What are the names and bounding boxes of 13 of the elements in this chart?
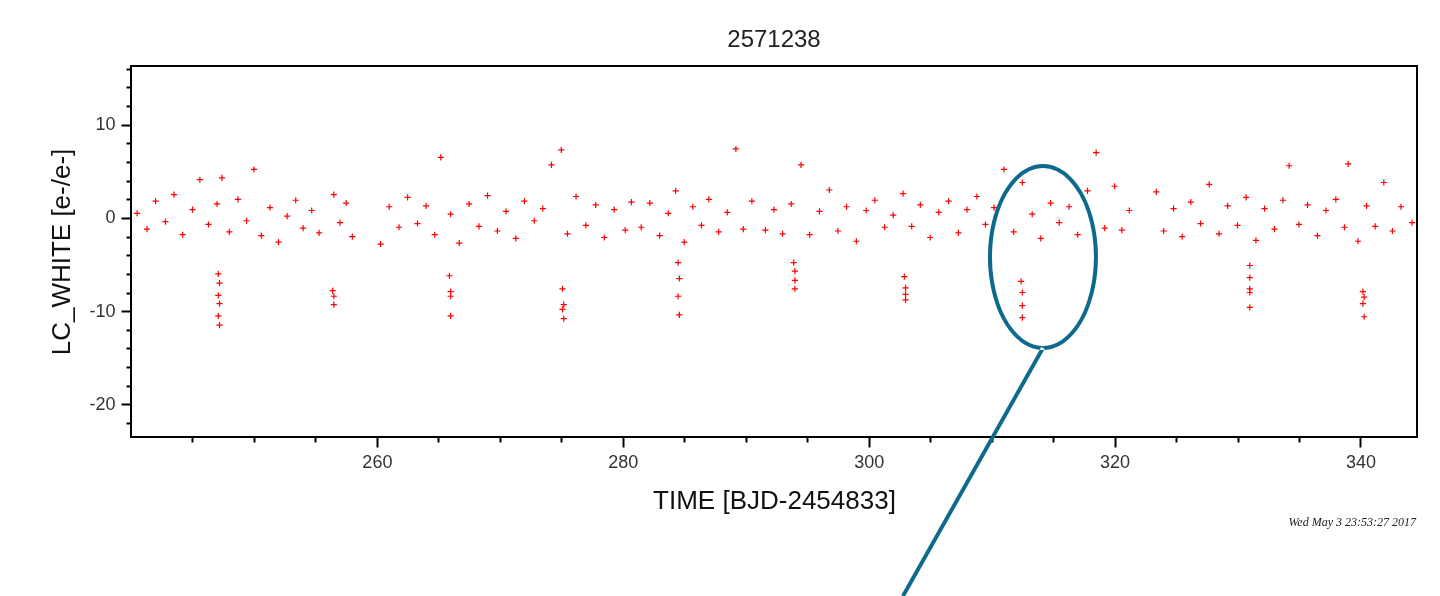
y-tick-label: 0 xyxy=(105,207,116,228)
y-tick-label: 10 xyxy=(95,114,116,135)
x-tick-label: 340 xyxy=(1345,451,1376,472)
y-tick-label: -20 xyxy=(89,393,116,414)
x-tick-label: 300 xyxy=(854,451,885,472)
text: Wed May 3 23:53:27 2017 xyxy=(1288,515,1416,530)
chart-title: 2571238 xyxy=(727,25,821,52)
x-tick-label: 280 xyxy=(608,451,639,472)
y-axis-title: LC_WHITE [e-/e-] xyxy=(46,148,77,356)
x-tick-label: 320 xyxy=(1100,451,1131,472)
y-tick-label: -10 xyxy=(89,300,116,321)
x-tick-label: 260 xyxy=(362,451,393,472)
x-axis-title: TIME [BJD-2454833] xyxy=(653,484,896,515)
